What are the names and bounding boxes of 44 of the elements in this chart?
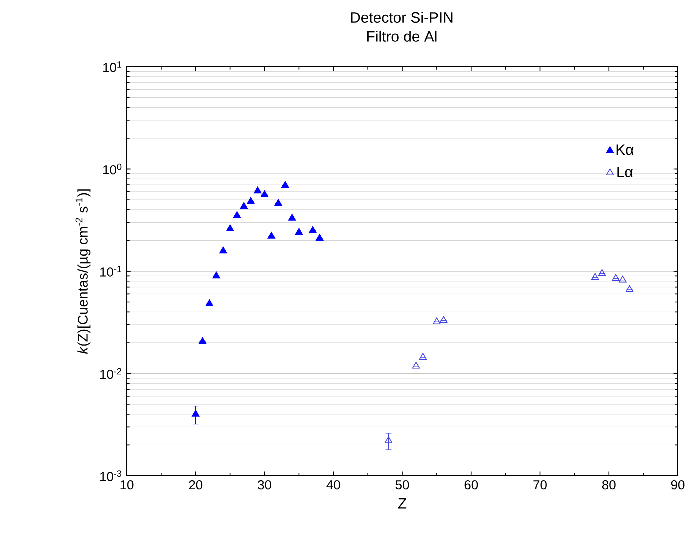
x-tick-label: 60: [464, 480, 478, 490]
point: [295, 228, 304, 236]
x-tick-label: 90: [671, 480, 685, 490]
point: [626, 286, 634, 292]
x-tick-label: 10: [120, 480, 134, 490]
y-axis-title: k(Z)[Cuentas/(µg cm$^{-2}$ s$^{-1}$)]: [76, 190, 91, 354]
point: [419, 353, 428, 360]
point: [212, 272, 220, 279]
x-axis-title: Z: [398, 498, 407, 509]
chart-title: Detector Si-PIN: [351, 12, 453, 24]
point: [592, 273, 600, 280]
point: [220, 246, 228, 254]
point: [282, 181, 290, 188]
point: [598, 269, 606, 276]
y-tick-label: 10$^{-1}$: [100, 266, 122, 277]
point: [206, 300, 214, 306]
x-tick-label: 80: [602, 480, 616, 490]
point: [309, 226, 317, 234]
point: [233, 211, 242, 218]
legend-label: Lα: [618, 166, 633, 178]
y-tick-label: 10$^{0}$: [104, 164, 122, 175]
point: [384, 436, 393, 444]
x-tick-label: 50: [396, 480, 410, 490]
point: [240, 202, 248, 210]
chart-subtitle: Filtro de Al: [368, 30, 437, 42]
x-tick-label: 40: [326, 480, 340, 490]
point: [254, 186, 262, 194]
point: [247, 197, 255, 204]
point: [198, 337, 207, 344]
x-tick-label: 30: [258, 480, 272, 490]
y-tick-label: 10$^{-3}$: [100, 470, 122, 482]
x-tick-label: 70: [534, 480, 547, 490]
point: [268, 232, 276, 239]
point: [226, 224, 234, 232]
point: [288, 214, 296, 221]
legend-label: Kα: [616, 144, 634, 156]
point: [260, 190, 269, 198]
point: [274, 199, 282, 206]
point: [316, 234, 324, 241]
y-tick-label: 10$^{-2}$: [100, 368, 122, 380]
x-tick-label: 20: [189, 480, 203, 490]
point: [412, 362, 420, 369]
point: [192, 410, 200, 417]
y-tick-label: 10$^{1}$: [104, 62, 122, 72]
